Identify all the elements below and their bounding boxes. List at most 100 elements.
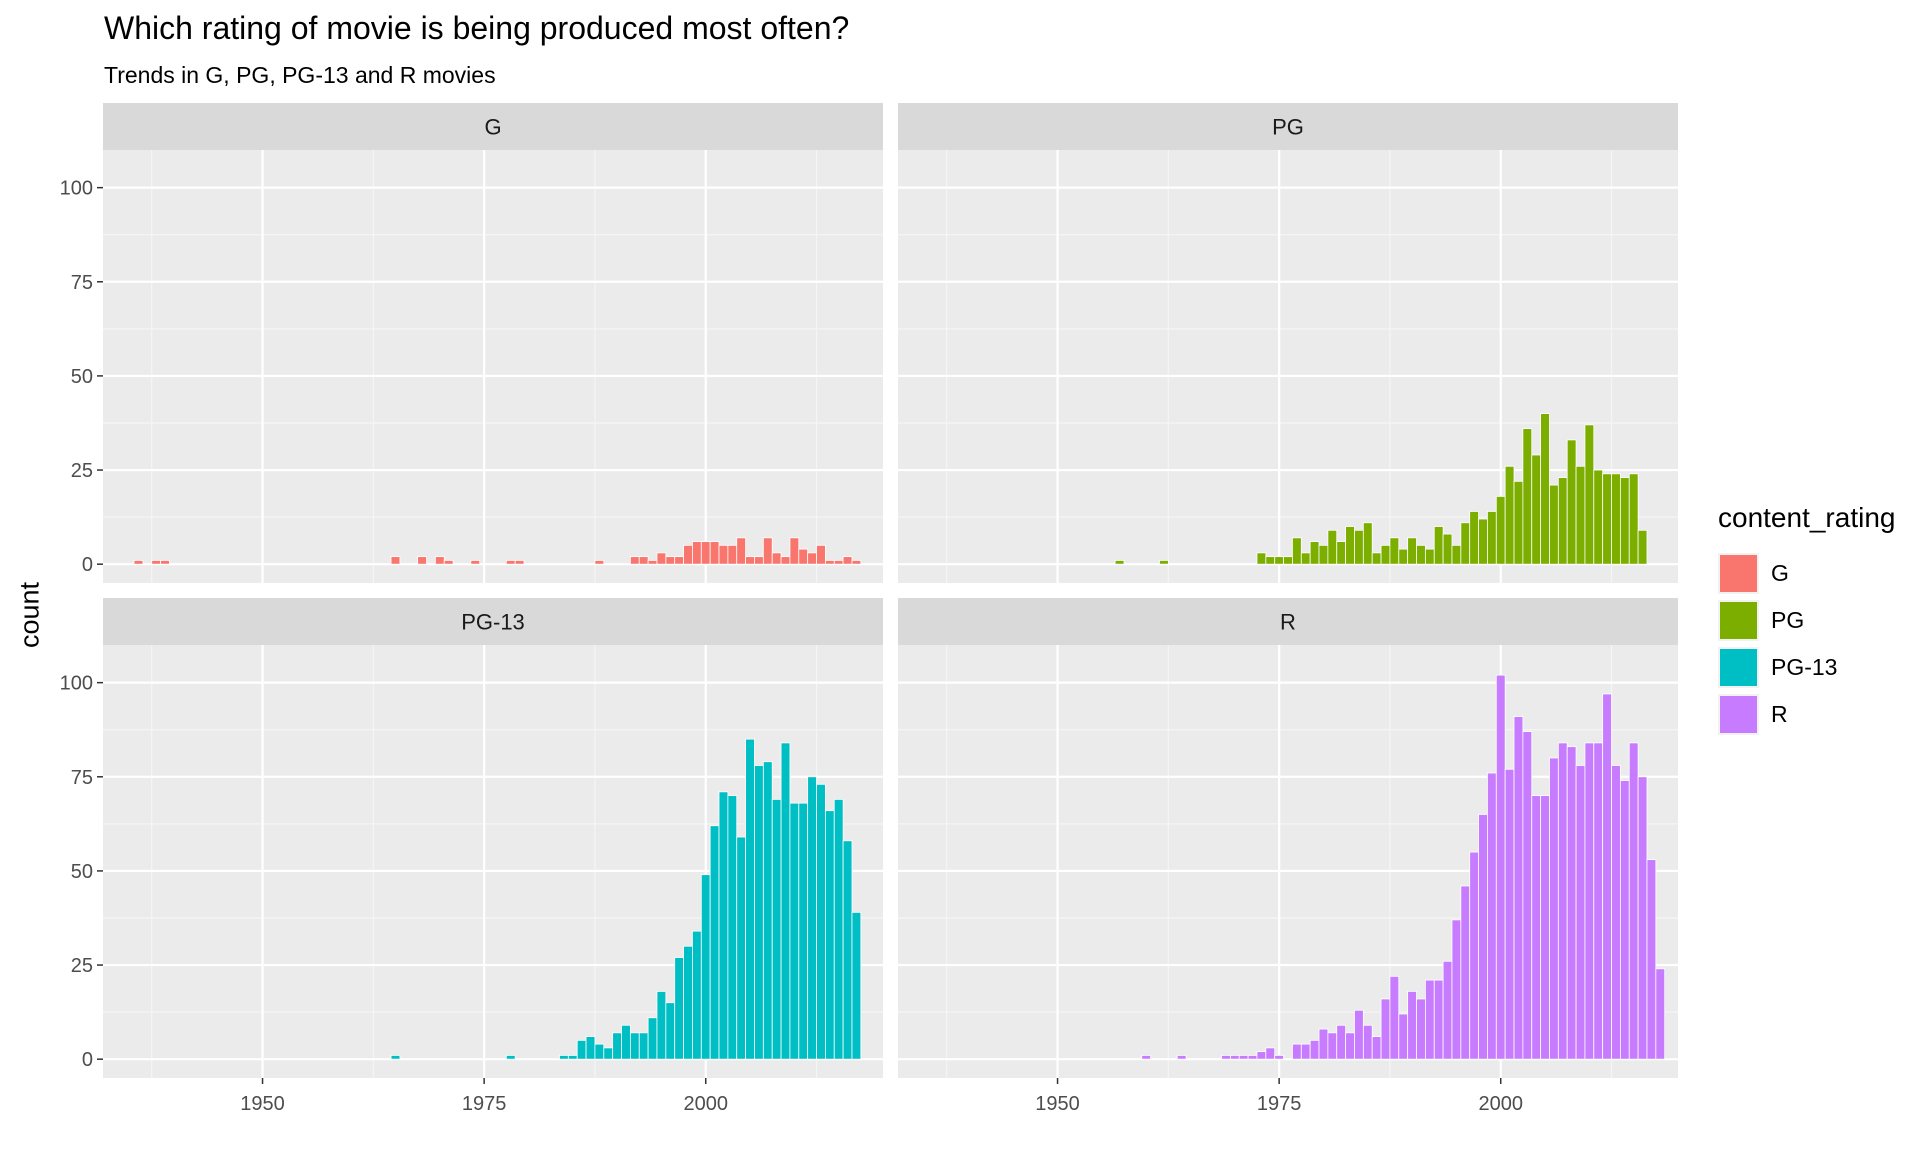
legend-key-pg-13	[1718, 647, 1759, 688]
bar-pg-2009	[1575, 465, 1586, 565]
bar-pg-13-1993	[638, 1032, 649, 1060]
x-tick-label: 2000	[1478, 1093, 1523, 1115]
bar-r-2003	[1522, 731, 1533, 1060]
bar-r-1979	[1309, 1039, 1320, 1060]
bar-r-1996	[1460, 885, 1471, 1060]
bar-g-2014	[824, 560, 835, 565]
legend-label-pg-13: PG-13	[1771, 654, 1838, 680]
bar-r-2012	[1602, 693, 1612, 1060]
bar-pg-13-1987	[585, 1036, 596, 1060]
legend-label-g: G	[1771, 560, 1789, 586]
bar-pg-13-2009	[780, 742, 791, 1060]
bar-g-1936	[133, 560, 144, 565]
bar-pg-2005	[1540, 413, 1550, 565]
bar-r-1987	[1380, 998, 1391, 1060]
bar-g-1992	[629, 556, 640, 565]
legend-item-r: R	[1718, 691, 1895, 738]
legend-label-pg: PG	[1771, 607, 1805, 633]
bar-r-1998	[1478, 814, 1488, 1060]
bar-g-1999	[692, 541, 702, 565]
bar-pg-1973	[1256, 552, 1267, 565]
bar-pg-2010	[1584, 424, 1595, 565]
bar-r-2010	[1584, 742, 1595, 1060]
bar-pg-1978	[1300, 552, 1311, 565]
legend-item-pg: PG	[1718, 597, 1895, 644]
bar-g-2002	[718, 544, 729, 565]
bar-pg-1998	[1478, 518, 1488, 565]
bar-pg-2011	[1593, 469, 1604, 565]
bar-g-1978	[505, 560, 516, 565]
bar-g-1998	[683, 544, 693, 565]
bar-r-1972	[1247, 1055, 1258, 1060]
bar-g-2004	[736, 537, 747, 565]
x-tick-label: 1975	[462, 1093, 507, 1115]
legend-key-r	[1718, 694, 1759, 735]
bar-pg-13-2007	[762, 761, 773, 1060]
bar-r-1986	[1371, 1036, 1382, 1060]
bar-g-1993	[638, 556, 649, 565]
legend-label-r: R	[1771, 701, 1788, 727]
bar-r-1992	[1424, 979, 1435, 1060]
bar-pg-13-1984	[559, 1055, 569, 1060]
bar-pg-13-2004	[736, 836, 747, 1060]
bar-r-1982	[1336, 1024, 1347, 1060]
bar-pg-13-2006	[754, 765, 764, 1060]
bar-pg-13-1965	[390, 1055, 401, 1060]
bar-pg-1976	[1283, 556, 1293, 565]
facet-strip-label-g: G	[484, 115, 501, 140]
bar-r-1985	[1362, 1024, 1373, 1060]
bar-r-1974	[1265, 1047, 1276, 1060]
bar-pg-1992	[1424, 548, 1435, 565]
y-tick-label: 100	[60, 673, 93, 695]
facet-panel-r: R 1950 1975 2000	[898, 598, 1678, 1115]
bar-r-1991	[1416, 998, 1426, 1060]
bar-g-1971	[443, 560, 454, 565]
bar-pg-13-2000	[700, 874, 711, 1060]
bar-g-2016	[842, 556, 853, 565]
legend: content_rating G PG PG-13 R	[1718, 502, 1895, 738]
bar-pg-1984	[1354, 529, 1364, 565]
bar-r-1984	[1354, 1009, 1364, 1060]
bar-r-1973	[1256, 1051, 1267, 1060]
legend-item-g: G	[1718, 550, 1895, 597]
bar-g-2010	[789, 537, 800, 565]
facet-strip-label-r: R	[1280, 610, 1296, 635]
bar-g-1997	[674, 556, 684, 565]
bar-pg-13-2014	[824, 810, 835, 1060]
bar-pg-2003	[1522, 428, 1533, 565]
bar-r-2017	[1646, 859, 1657, 1060]
bar-r-2008	[1566, 746, 1577, 1060]
bar-g-1939	[160, 560, 170, 565]
bar-pg-1993	[1433, 526, 1444, 565]
legend-key-pg	[1718, 600, 1759, 641]
bar-g-1994	[647, 560, 658, 565]
bar-pg-13-1991	[621, 1024, 631, 1060]
y-tick-label: 25	[71, 460, 93, 482]
y-tick-label: 0	[82, 1049, 93, 1071]
facet-strip-g	[103, 103, 883, 150]
bar-pg-1980	[1318, 544, 1329, 565]
bar-r-1990	[1407, 991, 1417, 1060]
bar-pg-13-2002	[718, 791, 729, 1060]
bar-r-1977	[1292, 1043, 1302, 1060]
bar-g-1996	[665, 556, 676, 565]
y-tick-label: 0	[82, 554, 93, 576]
bar-pg-1983	[1345, 526, 1355, 565]
bar-pg-1982	[1336, 541, 1347, 565]
chart-title: Which rating of movie is being produced …	[104, 10, 850, 46]
bar-r-2016	[1637, 776, 1648, 1060]
bar-pg-13-1985	[567, 1055, 578, 1060]
bar-pg-1990	[1407, 537, 1417, 565]
bar-g-2005	[745, 556, 755, 565]
bar-pg-13-1997	[674, 957, 684, 1060]
bar-pg-2002	[1513, 480, 1524, 565]
bar-pg-1974	[1265, 556, 1276, 565]
bar-pg-1981	[1327, 529, 1338, 565]
bar-pg-13-1990	[612, 1032, 622, 1060]
bar-r-1964	[1176, 1055, 1187, 1060]
bar-r-2001	[1504, 768, 1515, 1060]
bar-pg-2004	[1531, 454, 1542, 565]
bar-g-2000	[700, 541, 711, 565]
